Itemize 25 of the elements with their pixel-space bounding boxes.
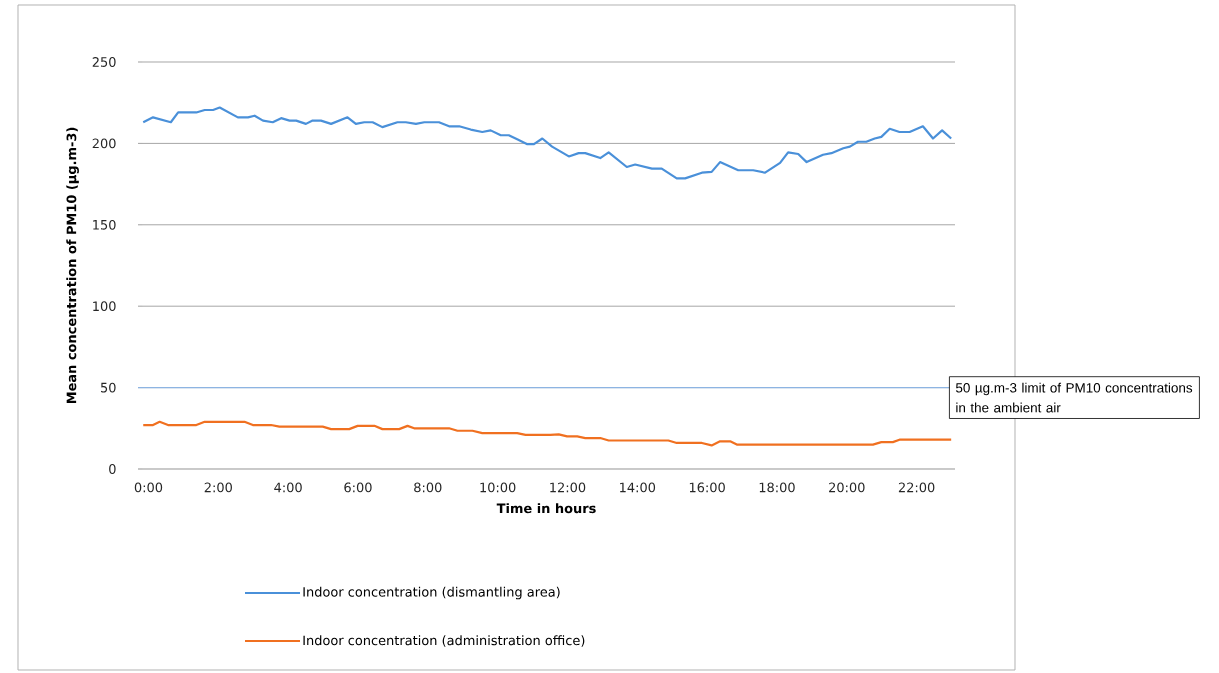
y-tick-label: 0 bbox=[109, 464, 116, 474]
line-series bbox=[142, 420, 953, 447]
y-tick-label: 150 bbox=[93, 219, 116, 230]
x-tick-label: 14:00 bbox=[620, 482, 656, 493]
x-tick-label: 6:00 bbox=[344, 482, 372, 493]
x-tick-label: 20:00 bbox=[829, 482, 865, 493]
y-tick-label: 50 bbox=[101, 382, 116, 393]
x-tick-label: 12:00 bbox=[550, 482, 586, 493]
y-tick-label: 100 bbox=[93, 301, 116, 312]
x-tick-label: 8:00 bbox=[414, 482, 442, 493]
y-axis-title: Mean concentration of PM10 (µg.m-3) bbox=[66, 127, 79, 404]
x-axis-title: Time in hours bbox=[496, 503, 596, 514]
x-tick-label: 10:00 bbox=[480, 482, 516, 493]
y-tick-label: 200 bbox=[92, 138, 116, 149]
x-tick-label: 0:00 bbox=[134, 482, 163, 493]
line-series bbox=[142, 106, 953, 180]
y-tick-label: 250 bbox=[92, 57, 116, 67]
x-tick-label: 22:00 bbox=[898, 482, 935, 493]
legend-label: Indoor concentration (dismantling area) bbox=[303, 586, 560, 600]
x-tick-label: 4:00 bbox=[274, 482, 302, 493]
x-tick-label: 18:00 bbox=[759, 482, 795, 493]
x-tick-label: 16:00 bbox=[689, 482, 725, 493]
x-tick-label: 2:00 bbox=[204, 482, 232, 493]
ref-line-label: 50 µg.m-3 limit of PM10 concentrations in the ambient air bbox=[955, 382, 1193, 413]
legend-label: Indoor concentration (administration office) bbox=[303, 635, 585, 647]
